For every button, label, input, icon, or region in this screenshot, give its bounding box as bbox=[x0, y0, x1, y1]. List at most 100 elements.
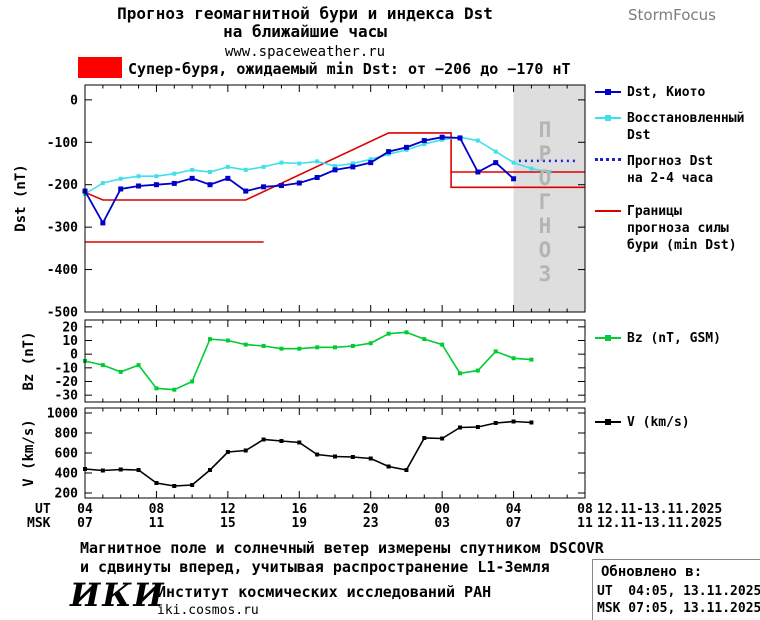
v-ytick-label: 200 bbox=[55, 487, 79, 502]
legend-kyoto-sample bbox=[595, 86, 621, 98]
restored-marker bbox=[100, 181, 105, 186]
v-marker bbox=[208, 468, 212, 472]
kyoto-marker bbox=[350, 164, 356, 170]
restored-marker bbox=[386, 152, 391, 157]
bz-line bbox=[84, 331, 532, 391]
institute-website: iki.cosmos.ru bbox=[157, 603, 259, 618]
v-marker bbox=[243, 448, 248, 453]
site-url: www.spaceweather.ru bbox=[224, 44, 386, 60]
kyoto-marker bbox=[100, 220, 106, 226]
legend-bz-label: Bz (nT, GSM) bbox=[627, 331, 721, 346]
xtick-msk-label: 23 bbox=[363, 516, 379, 531]
kyoto-marker bbox=[118, 186, 124, 192]
v-marker bbox=[422, 436, 427, 440]
xtick-msk-label: 11 bbox=[577, 516, 593, 531]
bz-marker bbox=[297, 346, 302, 351]
kyoto-marker bbox=[171, 180, 177, 186]
bz-marker bbox=[243, 342, 248, 347]
restored-marker bbox=[297, 161, 302, 166]
restored-marker bbox=[422, 141, 427, 146]
kyoto-marker bbox=[475, 169, 481, 175]
legend-item-bounds: Границы прогноза силы бури (min Dst) bbox=[595, 203, 737, 254]
kyoto-marker bbox=[261, 184, 267, 190]
v-marker bbox=[529, 420, 534, 425]
kyoto-marker bbox=[386, 149, 392, 155]
kyoto-marker bbox=[332, 167, 338, 173]
legend-forecast-label: Прогноз Dst на 2-4 часа bbox=[627, 154, 714, 186]
bz-marker bbox=[315, 345, 320, 350]
kyoto-marker bbox=[189, 175, 195, 181]
v-ytick-label: 400 bbox=[55, 467, 79, 482]
v-marker bbox=[136, 468, 141, 472]
xtick-ut-label: 08 bbox=[149, 502, 165, 517]
restored-marker bbox=[172, 171, 177, 176]
xtick-msk-label: 03 bbox=[434, 516, 450, 531]
xtick-ut-label: 12 bbox=[220, 502, 236, 517]
v-marker bbox=[154, 481, 159, 485]
dst-ytick-label: 0 bbox=[70, 93, 78, 108]
xtick-ut-label: 08 bbox=[577, 502, 593, 517]
kyoto-marker bbox=[278, 183, 284, 189]
iki-logo: ИКИ bbox=[70, 576, 166, 614]
bz-marker bbox=[422, 337, 427, 342]
bz-marker bbox=[225, 338, 230, 343]
xtick-msk-label: 07 bbox=[77, 516, 93, 531]
bz-marker bbox=[404, 330, 409, 335]
kyoto-marker bbox=[368, 160, 374, 166]
restored-marker bbox=[350, 161, 355, 166]
bz-marker bbox=[190, 379, 195, 384]
restored-marker bbox=[404, 147, 409, 152]
v-marker bbox=[386, 464, 391, 469]
v-marker bbox=[297, 440, 302, 445]
footer-note-line1: Магнитное поле и солнечный ветер измерен… bbox=[80, 539, 604, 557]
bz-marker bbox=[368, 341, 373, 346]
xtick-ut-label: 16 bbox=[291, 502, 307, 517]
legend-item-dst-forecast: Прогноз Dst на 2-4 часа bbox=[595, 153, 713, 187]
kyoto-marker bbox=[153, 182, 159, 188]
dst-ytick-label: -400 bbox=[47, 263, 78, 278]
kyoto-marker bbox=[457, 135, 463, 141]
v-ytick-label: 800 bbox=[55, 427, 79, 442]
xtick-msk-label: 07 bbox=[506, 516, 522, 531]
bz-ytick-label: -30 bbox=[55, 389, 79, 404]
bz-marker bbox=[261, 343, 266, 348]
legend-bounds-label: Границы прогноза силы бури (min Dst) bbox=[627, 204, 737, 253]
bz-marker bbox=[511, 356, 516, 361]
bz-frame bbox=[84, 319, 586, 403]
header: Прогноз геомагнитной бури и индекса Dst … bbox=[55, 4, 555, 61]
bz-ytick-label: 0 bbox=[70, 348, 78, 363]
dst-ytick-label: -100 bbox=[47, 136, 78, 151]
xtick-ut-label: 20 bbox=[363, 502, 379, 517]
dst-ytick-label: -300 bbox=[47, 221, 78, 236]
bz-marker bbox=[118, 369, 123, 374]
bz-marker bbox=[493, 349, 498, 354]
legend-forecast-sample bbox=[595, 155, 621, 167]
restored-marker bbox=[440, 137, 445, 142]
dst-axis-label: Dst (nT) bbox=[13, 164, 29, 232]
kyoto-marker bbox=[136, 183, 142, 189]
v-marker bbox=[118, 467, 123, 472]
bz-marker bbox=[154, 386, 159, 391]
ut-row-label: UT bbox=[35, 502, 51, 517]
restored-marker bbox=[493, 149, 498, 154]
legend-restored-label: Восстановленный Dst bbox=[627, 111, 745, 143]
bz-ytick-label: 10 bbox=[62, 334, 78, 349]
restored-marker bbox=[208, 169, 212, 174]
page-title-line1: Прогноз геомагнитной бури и индекса Dst bbox=[117, 4, 493, 23]
xtick-ut-label: 04 bbox=[506, 502, 522, 517]
restored-marker bbox=[118, 176, 123, 181]
kyoto-marker bbox=[243, 188, 249, 194]
dst-frame bbox=[84, 84, 586, 313]
forecast-watermark: ПРОГНОЗ bbox=[538, 118, 552, 286]
kyoto-marker bbox=[439, 134, 445, 140]
bz-marker bbox=[386, 331, 391, 336]
v-marker bbox=[475, 425, 480, 429]
storm-alert-swatch bbox=[78, 57, 122, 78]
legend-restored-sample bbox=[595, 112, 621, 124]
kyoto-marker bbox=[403, 144, 409, 150]
v-marker bbox=[261, 437, 266, 442]
v-marker bbox=[100, 468, 105, 473]
xtick-msk-label: 11 bbox=[149, 516, 165, 531]
dst-forecast-region bbox=[513, 85, 585, 312]
